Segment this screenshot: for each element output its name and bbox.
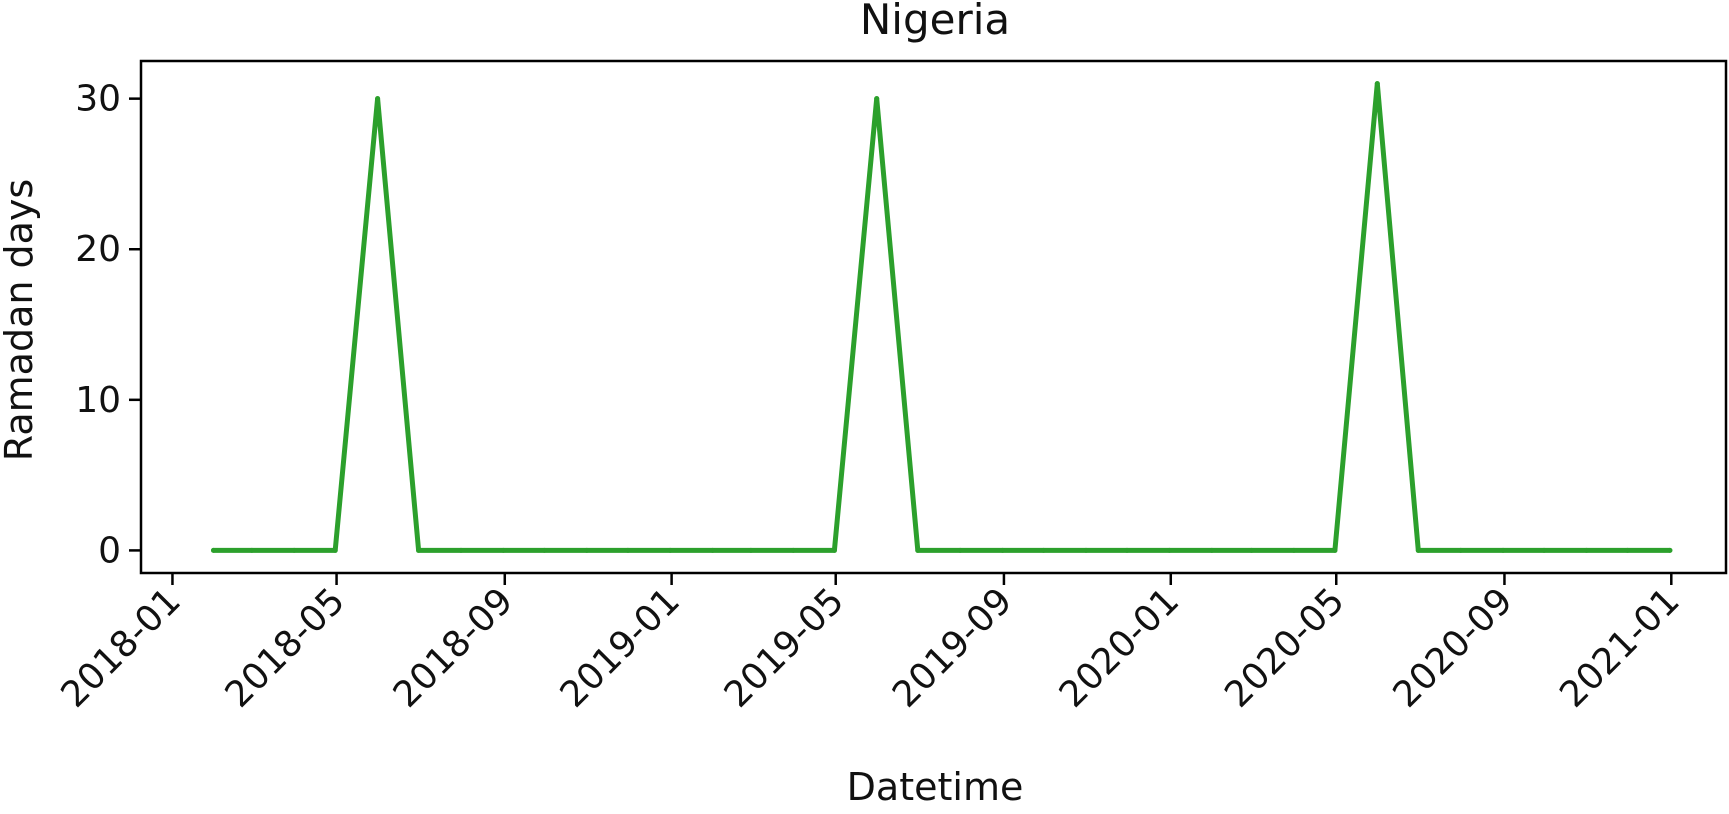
chart-title: Nigeria	[860, 0, 1010, 44]
data-point	[1415, 547, 1421, 553]
data-point	[211, 547, 216, 553]
x-tick-label: 2019-01	[553, 580, 688, 715]
x-tick-label: 2018-01	[53, 580, 188, 715]
y-tick-label: 0	[98, 530, 121, 571]
x-tick-label: 2018-05	[218, 580, 353, 715]
data-point	[500, 547, 506, 553]
data-point	[667, 547, 673, 553]
series-line	[211, 81, 1673, 553]
data-point	[1083, 547, 1089, 553]
x-tick-label: 2019-09	[885, 580, 1020, 715]
data-point	[1667, 547, 1673, 553]
data-point	[1332, 547, 1338, 553]
data-point	[1625, 547, 1630, 553]
data-point	[1000, 547, 1006, 553]
y-tick-label: 10	[75, 380, 121, 421]
y-axis-label: Ramadan days	[0, 179, 41, 461]
data-point	[416, 547, 422, 553]
data-point	[1249, 547, 1254, 553]
data-point	[1458, 547, 1464, 553]
data-point	[915, 547, 921, 553]
data-point	[790, 547, 796, 553]
data-point	[710, 547, 716, 553]
data-point	[1124, 547, 1130, 553]
data-point	[625, 547, 631, 553]
data-point	[1374, 81, 1380, 87]
data-point	[375, 96, 381, 102]
data-point	[458, 547, 464, 553]
x-tick-label: 2020-09	[1385, 580, 1520, 715]
y-tick-label: 30	[75, 79, 121, 120]
plot-frame	[139, 59, 1728, 575]
x-tick-label: 2020-01	[1052, 580, 1187, 715]
data-point	[541, 547, 547, 553]
data-point	[1166, 547, 1172, 553]
x-axis-label: Datetime	[847, 765, 1024, 809]
data-point	[291, 547, 297, 553]
data-point	[584, 547, 590, 553]
x-tick-label: 2020-05	[1217, 580, 1352, 715]
data-point	[1209, 547, 1215, 553]
data-point	[957, 547, 963, 553]
data-point	[249, 547, 255, 553]
data-point	[332, 547, 338, 553]
data-point	[1041, 547, 1047, 553]
x-tick-label: 2021-01	[1552, 580, 1687, 715]
series-layer	[211, 81, 1673, 553]
y-tick-label: 20	[75, 229, 121, 270]
data-point	[1584, 547, 1589, 553]
data-point	[831, 547, 837, 553]
data-point	[1291, 547, 1297, 553]
data-point	[1500, 547, 1506, 553]
data-point	[1541, 547, 1547, 553]
x-tick-label: 2018-09	[386, 580, 521, 715]
data-point	[874, 96, 880, 102]
x-tick-label: 2019-05	[717, 580, 852, 715]
data-point	[748, 547, 754, 553]
